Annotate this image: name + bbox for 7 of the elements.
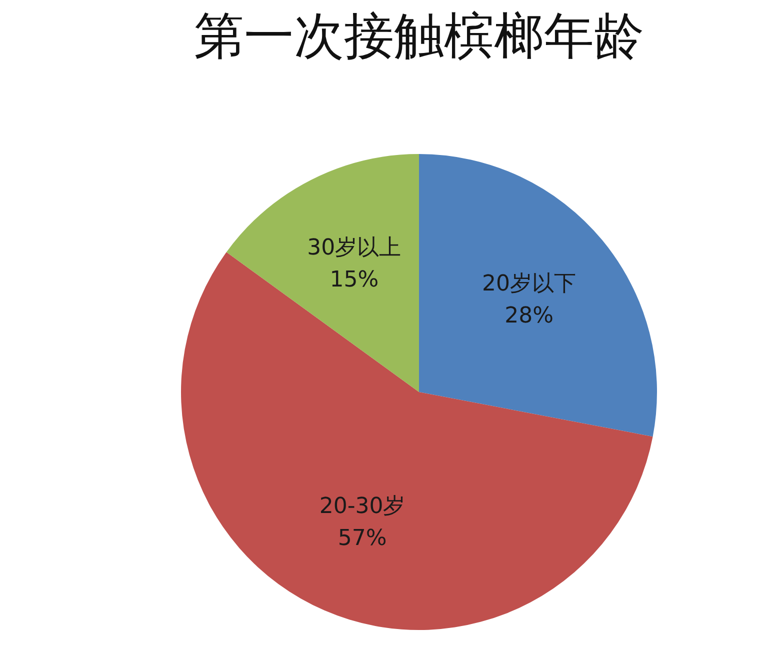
chart-title: 第一次接触槟榔年龄: [194, 8, 644, 64]
slice-label: 30岁以上: [307, 235, 402, 260]
slice-label: 20岁以下: [482, 272, 576, 297]
data-label: 15%: [330, 267, 379, 292]
data-label: 57%: [338, 526, 387, 551]
data-label: 28%: [504, 304, 554, 329]
slice-label: 20-30岁: [319, 494, 406, 519]
